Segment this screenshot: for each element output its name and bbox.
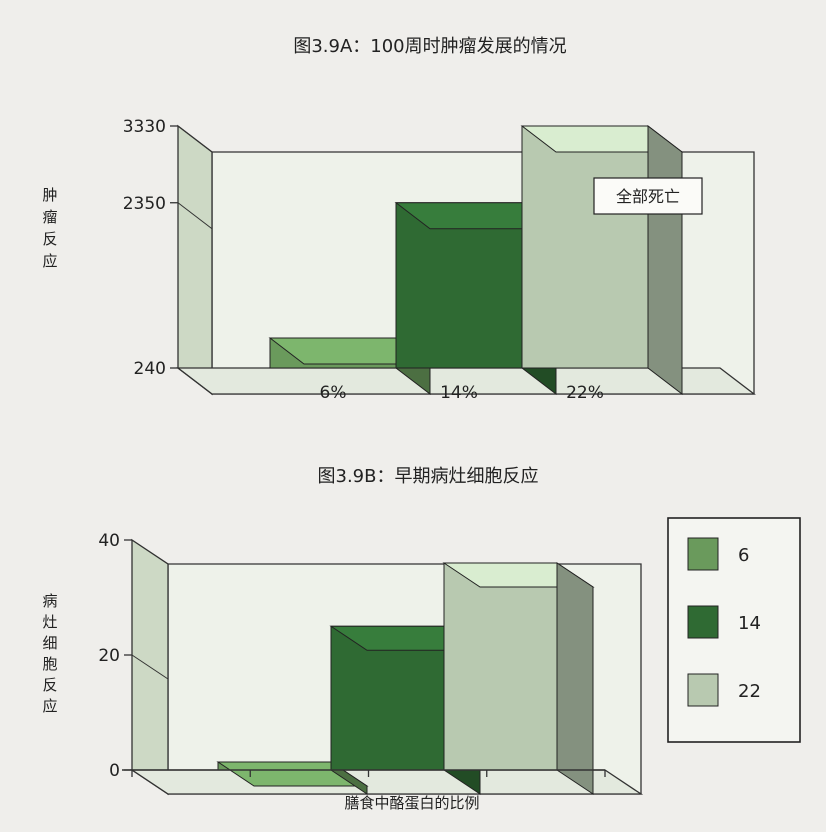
y-axis-label: 肿 bbox=[42, 186, 57, 204]
side-wall bbox=[177, 124, 213, 396]
bar-side bbox=[556, 562, 594, 795]
chart-a: 240 2350 3330 6% 14% 22% 图3.9A：100周时肿瘤发展的情况肿瘤反… bbox=[42, 36, 756, 403]
y-axis-label: 应 bbox=[42, 697, 57, 715]
bar-22 bbox=[442, 562, 595, 795]
y-gridline-side bbox=[177, 125, 213, 153]
legend-label: 22 bbox=[738, 681, 761, 702]
y-axis-label: 胞 bbox=[42, 655, 57, 673]
bar-side bbox=[647, 124, 683, 396]
annotation-box bbox=[593, 177, 703, 215]
chart-title: 图3.9A：100周时肿瘤发展的情况 bbox=[293, 36, 566, 57]
y-tick-label: 40 bbox=[98, 531, 120, 551]
legend-swatch bbox=[687, 537, 719, 571]
y-axis-label: 反 bbox=[42, 676, 57, 694]
legend-swatch bbox=[687, 673, 719, 707]
y-tick-label: 20 bbox=[98, 646, 120, 666]
y-gridline-side bbox=[177, 202, 213, 230]
bar-22% bbox=[520, 124, 684, 396]
y-gridline-side bbox=[131, 654, 169, 680]
bar-front bbox=[521, 125, 649, 369]
y-gridline-side bbox=[131, 769, 169, 795]
y-tick-label: 3330 bbox=[123, 117, 166, 137]
y-tick-label: 2350 bbox=[123, 194, 166, 214]
y-tick-label: 0 bbox=[109, 761, 120, 781]
x-tick-label: 22% bbox=[566, 383, 604, 403]
chart-title: 图3.9B：早期病灶细胞反应 bbox=[318, 466, 539, 487]
y-gridline-side bbox=[177, 367, 213, 395]
legend-label: 6 bbox=[738, 545, 749, 566]
x-axis-label: 膳食中酪蛋白的比例 bbox=[344, 794, 479, 812]
legend-swatch bbox=[687, 605, 719, 639]
y-axis-label: 灶 bbox=[42, 613, 57, 631]
y-axis-label: 反 bbox=[42, 230, 57, 248]
legend: 6 14 22 bbox=[667, 517, 801, 743]
y-gridline-side bbox=[131, 539, 169, 565]
y-tick-label: 240 bbox=[134, 359, 166, 379]
y-axis-label: 病 bbox=[42, 592, 57, 610]
x-tick-label: 14% bbox=[440, 383, 478, 403]
x-tick-label: 6% bbox=[320, 383, 347, 403]
bar-front bbox=[443, 562, 558, 771]
y-axis-label: 瘤 bbox=[42, 208, 57, 226]
annotation-text: 全部死亡 bbox=[616, 187, 680, 206]
y-axis-label: 应 bbox=[42, 252, 57, 270]
y-axis-label: 细 bbox=[42, 634, 57, 652]
legend-label: 14 bbox=[738, 613, 761, 634]
